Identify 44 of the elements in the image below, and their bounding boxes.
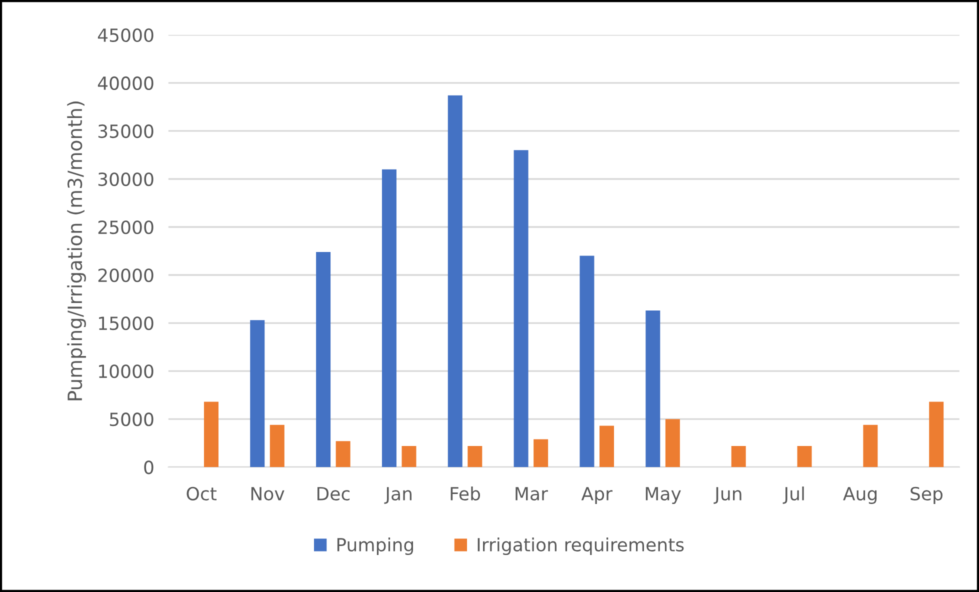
bar bbox=[204, 402, 218, 468]
bar bbox=[468, 446, 482, 468]
bar bbox=[382, 169, 396, 468]
y-tick-label: 15000 bbox=[99, 316, 154, 330]
x-tick-label: Sep bbox=[910, 486, 942, 504]
bar bbox=[665, 419, 680, 468]
x-tick-label: Jul bbox=[782, 486, 804, 504]
y-tick-label: 45000 bbox=[98, 28, 154, 42]
y-tick-label: 0 bbox=[144, 460, 154, 474]
bar bbox=[929, 402, 944, 468]
bar bbox=[646, 310, 660, 468]
legend-label: Irrigation requirements bbox=[478, 538, 684, 556]
bar bbox=[580, 256, 594, 468]
y-axis-title: Pumping/Irrigation (m3/month) bbox=[67, 102, 86, 400]
bar bbox=[600, 426, 614, 468]
x-tick-label: Mar bbox=[516, 487, 548, 501]
x-tick-label: Apr bbox=[581, 487, 612, 504]
x-tick-label: Dec bbox=[317, 487, 350, 501]
bar bbox=[797, 446, 812, 468]
x-tick-label: Nov bbox=[251, 487, 284, 501]
bar bbox=[316, 252, 331, 468]
y-tick-label: 10000 bbox=[99, 364, 154, 378]
y-tick-label: 35000 bbox=[98, 124, 154, 138]
x-tick-label: Jan bbox=[384, 487, 412, 504]
bar bbox=[863, 424, 878, 468]
x-tick-label: May bbox=[646, 487, 681, 504]
y-tick-label: 30000 bbox=[98, 172, 154, 186]
y-tick-label: 25000 bbox=[98, 220, 154, 234]
y-tick-label: 5000 bbox=[110, 412, 154, 426]
bar bbox=[514, 150, 528, 468]
x-tick-label: Feb bbox=[450, 486, 480, 501]
y-tick-label: 20000 bbox=[98, 268, 154, 282]
bar bbox=[448, 95, 462, 468]
y-tick-label: 40000 bbox=[98, 76, 154, 90]
x-tick-label: Jun bbox=[714, 487, 742, 504]
x-tick-label: Oct bbox=[186, 486, 217, 501]
bar bbox=[270, 424, 284, 468]
bar bbox=[336, 441, 350, 468]
legend-label: Pumping bbox=[337, 538, 414, 556]
bar bbox=[402, 446, 416, 468]
bar bbox=[250, 320, 265, 468]
bar bbox=[534, 439, 548, 468]
x-tick-label: Aug bbox=[843, 487, 877, 504]
bar bbox=[731, 446, 746, 468]
